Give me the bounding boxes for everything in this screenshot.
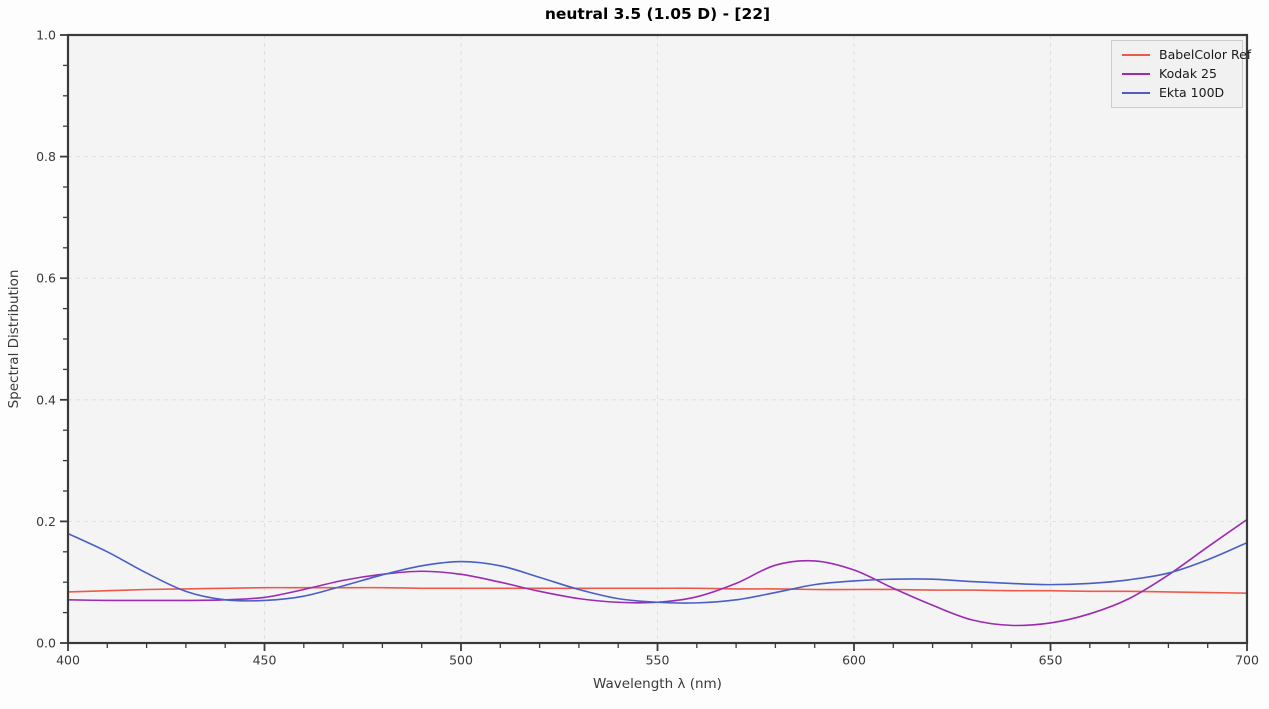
legend-label: Ekta 100D xyxy=(1159,85,1225,100)
svg-text:600: 600 xyxy=(842,653,866,668)
legend-line-swatch xyxy=(1122,73,1150,75)
legend-line-swatch xyxy=(1122,92,1150,94)
svg-text:1.0: 1.0 xyxy=(36,28,56,43)
legend-label: Kodak 25 xyxy=(1159,66,1217,81)
svg-text:500: 500 xyxy=(449,653,473,668)
legend-line-swatch xyxy=(1122,54,1150,56)
legend-label: BabelColor Ref xyxy=(1159,47,1252,62)
y-axis-label: Spectral Distribution xyxy=(6,269,22,409)
legend-item: Kodak 25 xyxy=(1122,67,1232,81)
svg-text:700: 700 xyxy=(1235,653,1259,668)
x-axis-label: Wavelength λ (nm) xyxy=(593,676,722,692)
svg-text:550: 550 xyxy=(646,653,670,668)
legend-item: BabelColor Ref xyxy=(1122,48,1251,62)
svg-text:0.4: 0.4 xyxy=(36,392,56,407)
svg-text:0.0: 0.0 xyxy=(36,636,56,651)
svg-text:650: 650 xyxy=(1039,653,1063,668)
legend: BabelColor Ref Kodak 25 Ekta 100D xyxy=(1111,40,1251,108)
svg-text:400: 400 xyxy=(56,653,80,668)
chart-title: neutral 3.5 (1.05 D) - [22] xyxy=(544,5,771,23)
svg-text:0.2: 0.2 xyxy=(36,514,56,529)
legend-item: Ekta 100D xyxy=(1122,86,1232,100)
svg-text:0.6: 0.6 xyxy=(36,271,56,286)
svg-text:0.8: 0.8 xyxy=(36,149,56,164)
svg-text:450: 450 xyxy=(253,653,277,668)
